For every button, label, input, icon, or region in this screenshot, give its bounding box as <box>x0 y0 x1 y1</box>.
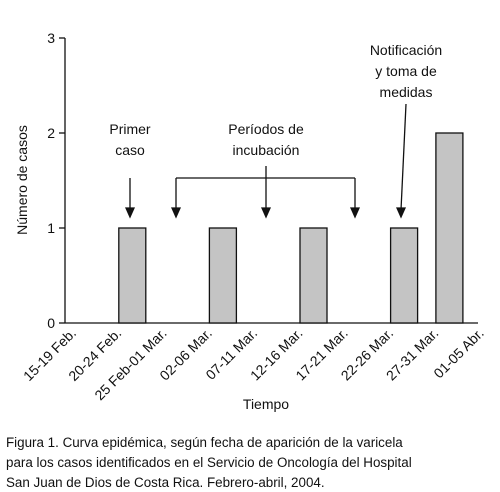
caption: San Juan de Dios de Costa Rica. Febrero-… <box>6 475 325 490</box>
y-tick-label: 0 <box>47 315 55 331</box>
x-tick-label: 01-05 Abr. <box>430 325 486 381</box>
annotation: medidas <box>380 84 433 100</box>
y-tick-label: 2 <box>47 125 55 141</box>
annotation: Notificación <box>370 42 442 58</box>
annotation-arrows <box>124 103 407 219</box>
annotation: caso <box>115 142 145 158</box>
bar <box>208 227 238 324</box>
bar <box>118 227 147 324</box>
annotation: incubación <box>233 142 300 158</box>
y-tick-label: 1 <box>47 220 55 236</box>
bar <box>389 227 419 324</box>
annotation: Períodos de <box>228 121 304 137</box>
y-tick-label: 3 <box>47 30 55 46</box>
annotation: y toma de <box>375 63 437 79</box>
bar <box>299 227 328 324</box>
x-axis-label: Tiempo <box>243 396 289 412</box>
annotation: Primer <box>109 121 151 137</box>
y-axis-label: Número de casos <box>14 125 30 235</box>
caption: Figura 1. Curva epidémica, según fecha d… <box>6 435 403 450</box>
bar <box>435 132 464 324</box>
caption: para los casos identificados en el Servi… <box>6 455 412 470</box>
